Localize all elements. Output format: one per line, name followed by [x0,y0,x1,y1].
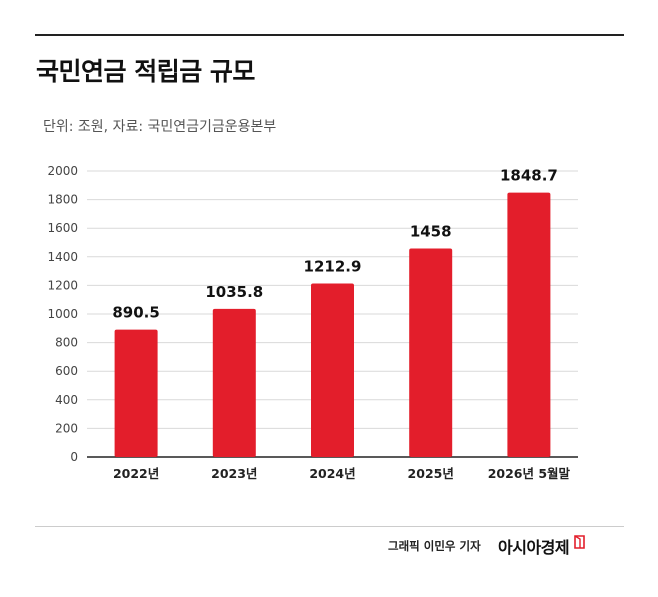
x-tick-label: 2026년 5월말 [488,466,571,481]
bar-value-label: 890.5 [112,304,159,322]
bar [212,308,256,457]
y-tick-label: 800 [55,336,78,350]
bar [409,248,453,457]
y-tick-label: 0 [70,450,78,464]
bar-value-label: 1848.7 [500,167,558,185]
bar [114,329,158,457]
bar-chart: 0 200 400 600 800 1000 1200 1400 1600 1800 2000 890… [47,164,578,481]
x-tick-label: 2022년 [113,466,159,481]
bar-value-label: 1035.8 [205,283,263,301]
bar-value-label: 1212.9 [304,258,362,276]
y-tick-label: 1000 [47,307,78,321]
y-tick-label: 200 [55,421,78,435]
page-title: 국민연금 적립금 규모 [36,57,255,86]
publisher-logo-icon [574,535,585,549]
unit-source-note: 단위: 조원, 자료: 국민연금기금운용본부 [43,119,277,135]
x-tick-label: 2024년 [309,466,355,481]
y-tick-label: 600 [55,364,78,378]
y-tick-label: 400 [55,393,78,407]
bar [507,192,551,457]
y-tick-label: 1400 [47,250,78,264]
bar [311,283,354,457]
top-rule [35,34,624,36]
y-tick-label: 1600 [47,221,78,235]
bottom-rule [35,526,624,527]
y-tick-label: 1800 [47,193,78,207]
publisher-logo-text: 아시아경제 [498,538,570,557]
bar-value-label: 1458 [410,223,452,241]
graphic-credit: 그래픽 이민우 기자 [388,539,481,553]
y-tick-label: 2000 [47,164,78,178]
x-tick-label: 2025년 [408,466,454,481]
y-tick-label: 1200 [47,278,78,292]
x-tick-label: 2023년 [211,466,257,481]
